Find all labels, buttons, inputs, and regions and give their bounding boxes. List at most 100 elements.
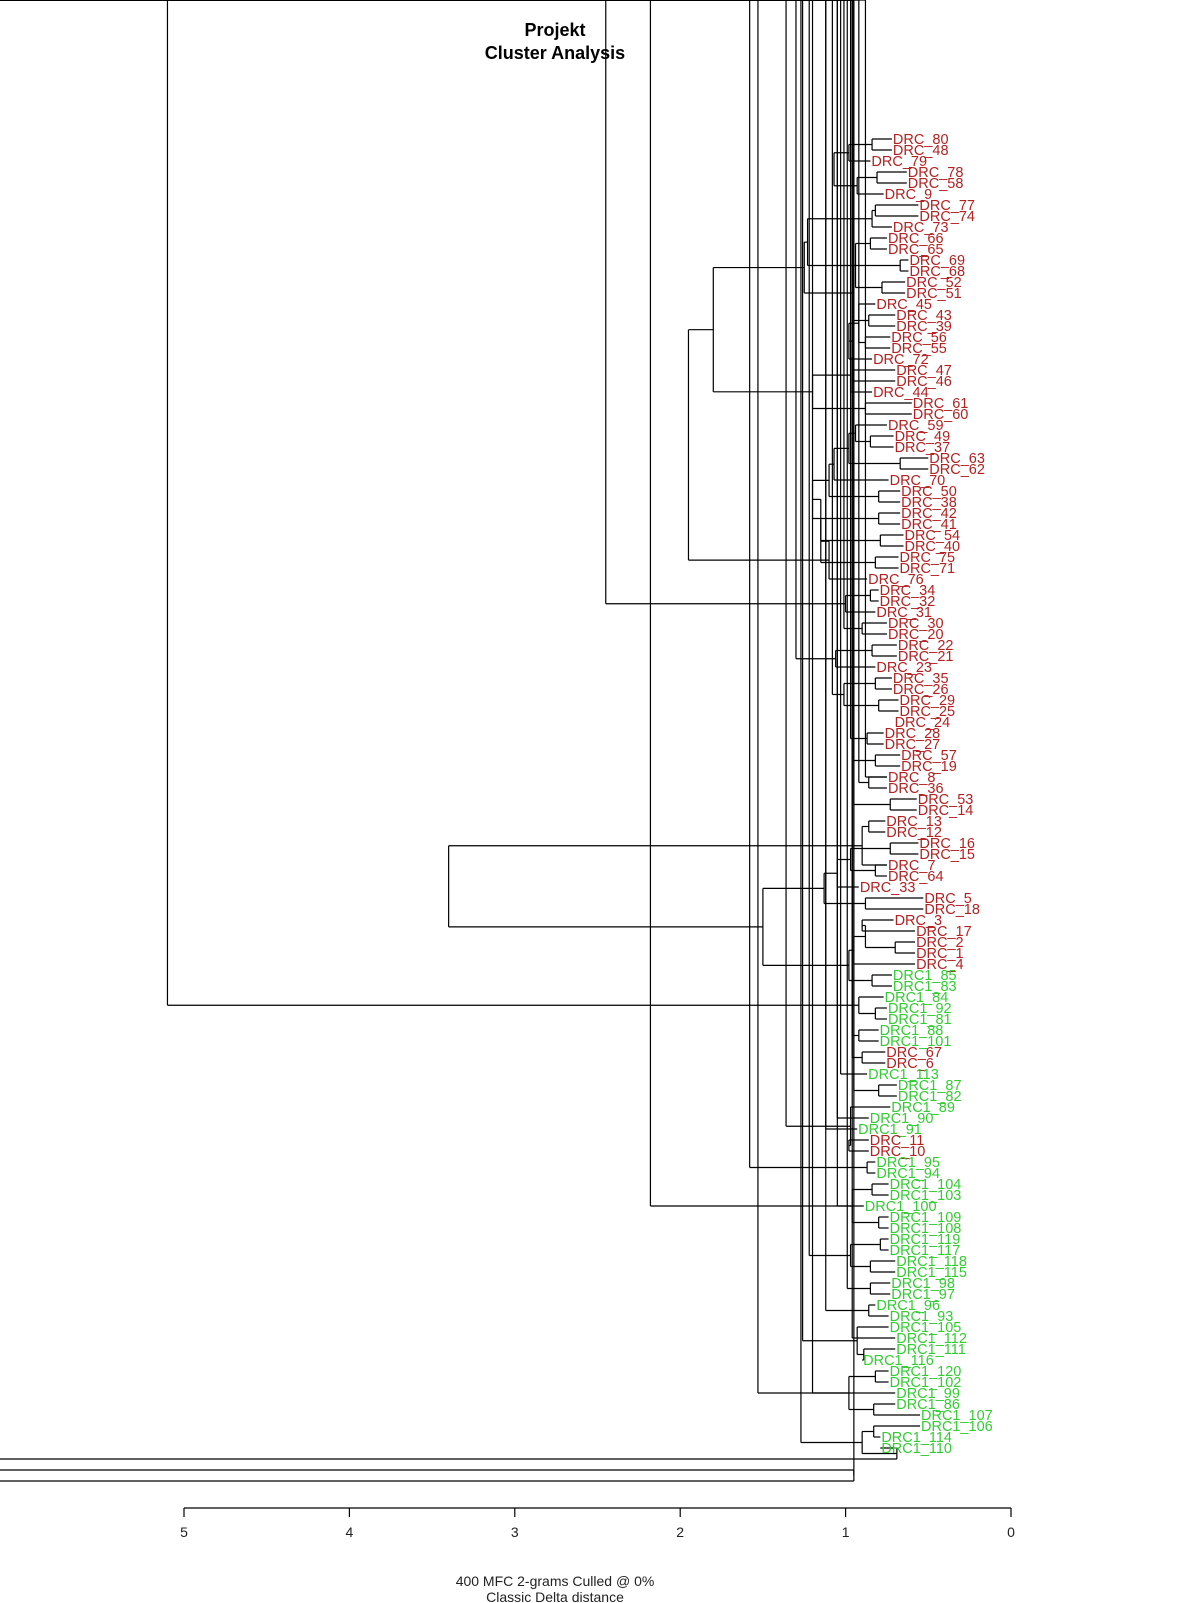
leaf-label: DRC_42 [901,506,957,522]
leaf-label: DRC1_89 [891,1100,955,1116]
leaf-label: DRC1_97 [891,1287,955,1303]
leaf-label: DRC_43 [896,308,952,324]
leaf-label: DRC1_83 [893,979,957,995]
leaf-label: DRC1_109 [890,1210,962,1226]
leaf-label: DRC1_95 [876,1155,940,1171]
leaf-label: DRC_45 [876,297,932,313]
leaf-label: DRC1_107 [921,1408,993,1424]
leaf-label: DRC1_106 [921,1419,993,1435]
leaf-label: DRC1_103 [890,1188,962,1204]
leaf-label: DRC1_91 [858,1122,922,1138]
leaf-label: DRC1_82 [898,1089,962,1105]
leaf-label: DRC1_113 [868,1067,939,1083]
x-tick-label: 2 [676,1524,684,1540]
leaf-label: DRC1_92 [888,1001,952,1017]
leaf-label: DRC_31 [876,605,932,621]
leaf-label: DRC1_84 [885,990,949,1006]
leaf-label: DRC_79 [871,154,927,170]
leaf-label: DRC_59 [888,418,944,434]
leaf-label: DRC_55 [891,341,947,357]
leaf-label: DRC_41 [901,517,957,533]
leaf-label: DRC_4 [916,957,964,973]
leaf-label: DRC1_88 [880,1023,944,1039]
leaf-label: DRC_62 [929,462,985,478]
leaf-label: DRC_11 [870,1133,925,1149]
leaf-label: DRC1_99 [896,1386,960,1402]
leaf-label: DRC_75 [900,550,956,566]
leaf-label: DRC1_119 [890,1232,961,1248]
leaf-label: DRC_51 [906,286,962,302]
leaf-label: DRC_25 [900,704,956,720]
leaf-label: DRC_54 [904,528,960,544]
leaf-label: DRC1_100 [865,1199,937,1215]
leaf-label: DRC_48 [893,143,949,159]
leaf-label: DRC1_93 [890,1309,954,1325]
leaf-label: DRC_15 [919,847,975,863]
leaf-label: DRC_61 [913,396,969,412]
leaf-label: DRC1_110 [881,1441,952,1457]
leaf-label: DRC_37 [895,440,951,456]
leaf-label: DRC_40 [904,539,960,555]
leaf-label: DRC_77 [919,198,975,214]
leaf-label: DRC_35 [893,671,949,687]
leaf-label: DRC_63 [929,451,985,467]
leaf-label: DRC_64 [888,869,944,885]
x-tick-label: 0 [1007,1524,1015,1540]
leaf-label: DRC1_98 [891,1276,955,1292]
leaf-label: DRC_23 [876,660,932,676]
x-tick-label: 5 [180,1524,188,1540]
leaf-label: DRC_50 [901,484,957,500]
leaf-label: DRC1_85 [893,968,957,984]
dendrogram-branches [0,0,929,1482]
leaf-label: DRC_14 [918,803,974,819]
leaf-label: DRC_44 [873,385,929,401]
leaf-label: DRC_16 [919,836,975,852]
leaf-label: DRC_80 [893,132,949,148]
x-tick-label: 3 [511,1524,519,1540]
leaf-label: DRC1_115 [896,1265,967,1281]
leaf-label: DRC1_114 [881,1430,952,1446]
x-axis-label: 400 MFC 2-grams Culled @ 0% [456,1573,655,1589]
leaf-label: DRC1_101 [880,1034,952,1050]
x-axis: 5 4 3 2 1 0 [180,1507,1015,1540]
leaf-label: DRC_5 [924,891,972,907]
leaf-label: DRC1_104 [890,1177,962,1193]
leaf-label: DRC_57 [901,748,957,764]
leaf-label: DRC_69 [909,253,965,269]
leaf-label: DRC_70 [890,473,946,489]
leaf-label: DRC_58 [908,176,964,192]
leaf-label: DRC_65 [888,242,944,258]
leaf-label: DRC_38 [901,495,957,511]
leaf-label: DRC_27 [885,737,941,753]
leaf-label: DRC_10 [870,1144,926,1160]
leaf-label: DRC_8 [888,770,936,786]
leaf-label: DRC_19 [901,759,957,775]
leaf-label: DRC_33 [860,880,916,896]
leaf-label: DRC_24 [895,715,951,731]
leaf-label: DRC_30 [888,616,944,632]
leaf-label: DRC_1 [916,946,964,962]
x-tick-label: 1 [842,1524,850,1540]
leaf-label: DRC_68 [909,264,965,280]
leaf-label: DRC_2 [916,935,964,951]
leaf-label: DRC_67 [886,1045,942,1061]
x-axis-sublabel: Classic Delta distance [486,1589,624,1603]
leaf-label: DRC1_86 [896,1397,960,1413]
leaf-label: DRC_9 [885,187,933,203]
leaf-label: DRC_34 [880,583,936,599]
leaf-label: DRC_26 [893,682,949,698]
leaf-label: DRC_53 [918,792,974,808]
leaf-label: DRC1_94 [876,1166,940,1182]
leaf-label: DRC_29 [900,693,956,709]
leaf-label: DRC1_108 [890,1221,962,1237]
leaf-label: DRC1_90 [870,1111,934,1127]
leaf-label: DRC_7 [888,858,936,874]
chart-title: Projekt [524,20,585,40]
leaf-label: DRC_47 [896,363,952,379]
leaf-labels: DRC_80DRC_48DRC_79DRC_78DRC_58DRC_9DRC_7… [858,132,993,1457]
leaf-label: DRC1_81 [888,1012,952,1028]
leaf-label: DRC_71 [900,561,956,577]
leaf-label: DRC_22 [898,638,954,654]
leaf-label: DRC_32 [880,594,936,610]
